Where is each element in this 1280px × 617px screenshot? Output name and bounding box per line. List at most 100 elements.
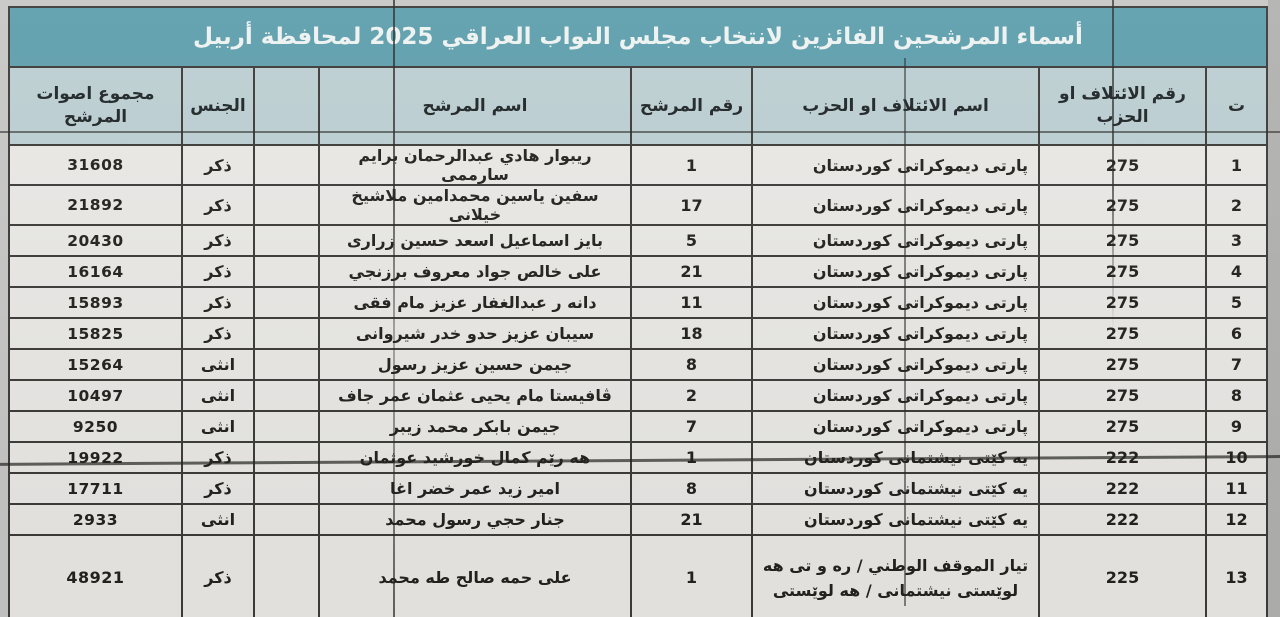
- document-title: أسماء المرشحين الفائزين لانتخاب مجلس الن…: [7, 6, 1269, 68]
- cell-party_name: پارتی دیموکراتی کوردستان: [751, 224, 1040, 257]
- cell-cand_name: دانه ر عبدالغفار عزيز مام فقى: [318, 286, 632, 319]
- cell-votes: 2933: [7, 503, 184, 536]
- cell-party_no: 275: [1038, 348, 1207, 381]
- table-row: 3 275 پارتی دیموکراتی کوردستان 5 بايز اسماعي…: [7, 224, 1268, 257]
- cell-party_name: پارتی دیموکراتی کوردستان: [751, 255, 1040, 288]
- cell-cand_no: 1: [630, 144, 753, 186]
- cell-cand_no: 21: [630, 503, 753, 536]
- table-body: 1 275 پارتی دیموکراتی کوردستان 1 ريبوار هادي…: [7, 144, 1268, 617]
- cell-votes: 21892: [7, 184, 184, 226]
- cell-spare: [253, 503, 320, 536]
- cell-party_name: پارتی دیموکراتی کوردستان: [751, 317, 1040, 350]
- cell-votes: 10497: [7, 379, 184, 412]
- table-row: 13 225 تيار الموقف الوطني / ره و تى هه لوێ…: [7, 534, 1268, 617]
- cell-spare: [253, 441, 320, 474]
- cell-seq: 2: [1205, 184, 1268, 226]
- cell-seq: 5: [1205, 286, 1268, 319]
- cell-party_name: يه كێتى نيشتمانى كوردستان: [751, 503, 1040, 536]
- cell-spare: [253, 317, 320, 350]
- cell-seq: 6: [1205, 317, 1268, 350]
- cell-spare: [253, 534, 320, 617]
- cell-seq: 12: [1205, 503, 1268, 536]
- cell-party_no: 222: [1038, 503, 1207, 536]
- cell-votes: 15893: [7, 286, 184, 319]
- cell-party_name: پارتی دیموکراتی کوردستان: [751, 286, 1040, 319]
- cell-party_name: تيار الموقف الوطني / ره و تى هه لوێستى ن…: [751, 534, 1040, 617]
- header-row: ت رقم الائتلاف او الحزب اسم الائتلاف او …: [7, 66, 1268, 146]
- cell-cand_name: سيبان عزيز حدو خدر شيروانى: [318, 317, 632, 350]
- cell-votes: 19922: [7, 441, 184, 474]
- cell-spare: [253, 286, 320, 319]
- cell-seq: 1: [1205, 144, 1268, 186]
- cell-gender: انثى: [181, 379, 255, 412]
- cell-party_no: 275: [1038, 255, 1207, 288]
- cell-seq: 13: [1205, 534, 1268, 617]
- cell-spare: [253, 410, 320, 443]
- cell-spare: [253, 348, 320, 381]
- column-header-votes: مجموع اصوات المرشح: [7, 66, 184, 146]
- cell-cand_name: على خالص جواد معروف برزنجي: [318, 255, 632, 288]
- table-row: 7 275 پارتی دیموکراتی کوردستان 8 جيمن حسين ع…: [7, 348, 1268, 381]
- cell-party_name: پارتی دیموکراتی کوردستان: [751, 184, 1040, 226]
- table-row: 4 275 پارتی دیموکراتی کوردستان 21 على خالص ج…: [7, 255, 1268, 288]
- cell-party_name: پارتی دیموکراتی کوردستان: [751, 144, 1040, 186]
- results-table: أسماء المرشحين الفائزين لانتخاب مجلس الن…: [7, 6, 1269, 617]
- cell-cand_name: هه رێم كمال خورشيد عوثمان: [318, 441, 632, 474]
- cell-seq: 3: [1205, 224, 1268, 257]
- cell-votes: 15825: [7, 317, 184, 350]
- table-row: 1 275 پارتی دیموکراتی کوردستان 1 ريبوار هادي…: [7, 144, 1268, 186]
- cell-votes: 16164: [7, 255, 184, 288]
- cell-gender: ذكر: [181, 255, 255, 288]
- cell-party_no: 222: [1038, 441, 1207, 474]
- table-row: 5 275 پارتی دیموکراتی کوردستان 11 دانه ر عبد…: [7, 286, 1268, 319]
- cell-votes: 20430: [7, 224, 184, 257]
- cell-cand_no: 1: [630, 441, 753, 474]
- cell-votes: 17711: [7, 472, 184, 505]
- cell-gender: ذكر: [181, 286, 255, 319]
- cell-cand_name: ڤافيستا مام يحيى عثمان عمر جاف: [318, 379, 632, 412]
- cell-cand_name: جيمن حسين عزيز رسول: [318, 348, 632, 381]
- cell-votes: 15264: [7, 348, 184, 381]
- cell-votes: 9250: [7, 410, 184, 443]
- cell-gender: ذكر: [181, 472, 255, 505]
- column-header-cand-no: رقم المرشح: [630, 66, 753, 146]
- cell-seq: 4: [1205, 255, 1268, 288]
- cell-seq: 9: [1205, 410, 1268, 443]
- cell-gender: ذكر: [181, 534, 255, 617]
- cell-seq: 10: [1205, 441, 1268, 474]
- table-row: 8 275 پارتی دیموکراتی کوردستان 2 ڤافيستا مام…: [7, 379, 1268, 412]
- cell-cand_no: 7: [630, 410, 753, 443]
- cell-gender: انثى: [181, 503, 255, 536]
- cell-party_name: يه كێتى نيشتمانى كوردستان: [751, 441, 1040, 474]
- title-row: أسماء المرشحين الفائزين لانتخاب مجلس الن…: [7, 6, 1269, 68]
- cell-spare: [253, 224, 320, 257]
- column-header-party-name: اسم الائتلاف او الحزب: [751, 66, 1040, 146]
- cell-party_name: پارتی دیموکراتی کوردستان: [751, 379, 1040, 412]
- cell-party_name: يه كێتى نيشتمانى كوردستان: [751, 472, 1040, 505]
- cell-cand_name: جيمن بابكر محمد زيبر: [318, 410, 632, 443]
- column-header-seq: ت: [1205, 66, 1268, 146]
- table-row: 11 222 يه كێتى نيشتمانى كوردستان 8 امير زيد …: [7, 472, 1268, 505]
- cell-cand_name: على حمه صالح طه محمد: [318, 534, 632, 617]
- cell-gender: انثى: [181, 410, 255, 443]
- cell-cand_name: ريبوار هادي عبدالرحمان برايم سارممى: [318, 144, 632, 186]
- table-row: 12 222 يه كێتى نيشتمانى كوردستان 21 جنار حجي…: [7, 503, 1268, 536]
- cell-cand_no: 8: [630, 348, 753, 381]
- cell-gender: انثى: [181, 348, 255, 381]
- cell-gender: ذكر: [181, 317, 255, 350]
- cell-seq: 7: [1205, 348, 1268, 381]
- cell-seq: 11: [1205, 472, 1268, 505]
- cell-gender: ذكر: [181, 441, 255, 474]
- cell-seq: 8: [1205, 379, 1268, 412]
- column-header-gender: الجنس: [181, 66, 255, 146]
- cell-gender: ذكر: [181, 224, 255, 257]
- cell-party_no: 275: [1038, 379, 1207, 412]
- table-row: 10 222 يه كێتى نيشتمانى كوردستان 1 هه رێم كم…: [7, 441, 1268, 474]
- cell-cand_name: بايز اسماعيل اسعد حسين زرارى: [318, 224, 632, 257]
- cell-gender: ذكر: [181, 144, 255, 186]
- cell-cand_no: 1: [630, 534, 753, 617]
- column-header-spare: [253, 66, 320, 146]
- cell-party_name: پارتی دیموکراتی کوردستان: [751, 348, 1040, 381]
- cell-spare: [253, 184, 320, 226]
